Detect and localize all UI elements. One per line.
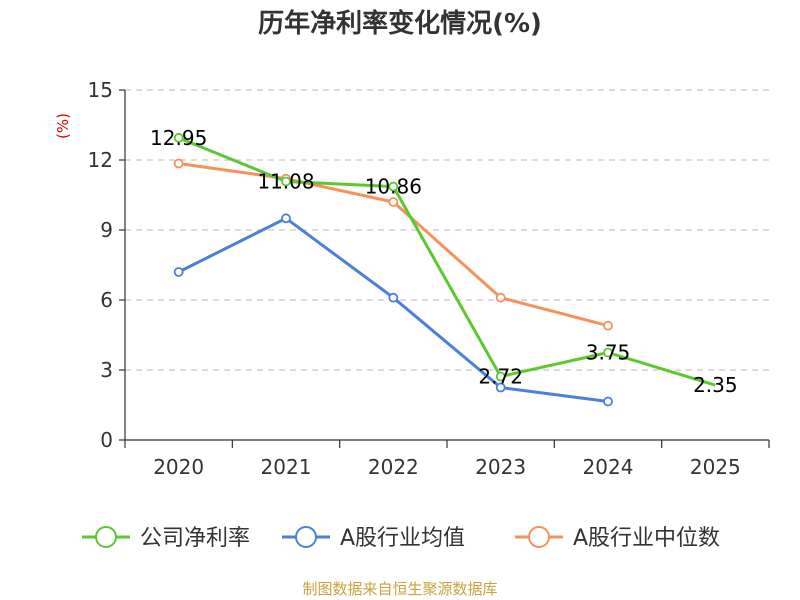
legend-marker	[528, 526, 550, 548]
data-point	[603, 396, 613, 407]
y-tick-label: 6	[100, 288, 113, 312]
legend-label: A股行业均值	[340, 526, 465, 551]
data-point	[281, 176, 291, 187]
legend-marker	[295, 526, 317, 548]
data-point	[388, 292, 399, 303]
axes: 0 3 6 9 12 15 2020 2021 2022 2023 2024 2025	[88, 78, 770, 479]
data-label: 3.75	[586, 341, 631, 365]
data-point	[388, 197, 399, 207]
chart-title: 历年净利率变化情况(%)	[258, 8, 542, 39]
x-tick-label: 2023	[475, 455, 526, 479]
data-label: 12.95	[150, 126, 207, 150]
data-point	[495, 292, 506, 303]
data-point	[173, 132, 184, 143]
data-label: 2.72	[478, 365, 523, 389]
y-tick-label: 9	[100, 218, 113, 242]
data-point	[603, 347, 613, 358]
data-point	[603, 320, 613, 331]
series-line-0	[178, 136, 716, 387]
source-note: 制图数据来自恒生聚源数据库	[302, 580, 497, 598]
y-tick-label: 15	[88, 78, 113, 102]
x-tick-label: 2025	[690, 455, 741, 479]
x-tick-label: 2021	[261, 455, 312, 479]
data-label: 2.35	[693, 373, 738, 397]
legend-label: A股行业中位数	[573, 526, 720, 551]
data-labels: 12.95 11.08 10.86 2.72 3.75 2.35	[150, 126, 738, 397]
legend-label: 公司净利率	[140, 526, 250, 551]
data-point	[173, 158, 184, 169]
gridlines	[125, 89, 769, 371]
y-tick-label: 0	[100, 428, 113, 452]
series-group	[173, 132, 716, 407]
data-point	[173, 267, 184, 277]
data-point	[495, 371, 506, 382]
legend-marker	[95, 526, 117, 548]
x-tick-label: 2022	[368, 455, 419, 479]
data-point	[388, 181, 399, 192]
data-point	[495, 382, 506, 393]
data-label: 11.08	[257, 169, 314, 193]
x-tick-label: 2024	[583, 455, 634, 479]
data-label: 10.86	[365, 175, 422, 199]
data-point	[281, 213, 291, 224]
y-tick-label: 12	[88, 148, 113, 172]
y-axis-label: (%)	[54, 113, 72, 139]
x-tick-label: 2020	[153, 455, 204, 479]
legend: 公司净利率 A股行业均值 A股行业中位数	[82, 526, 720, 551]
y-tick-label: 3	[100, 358, 113, 382]
